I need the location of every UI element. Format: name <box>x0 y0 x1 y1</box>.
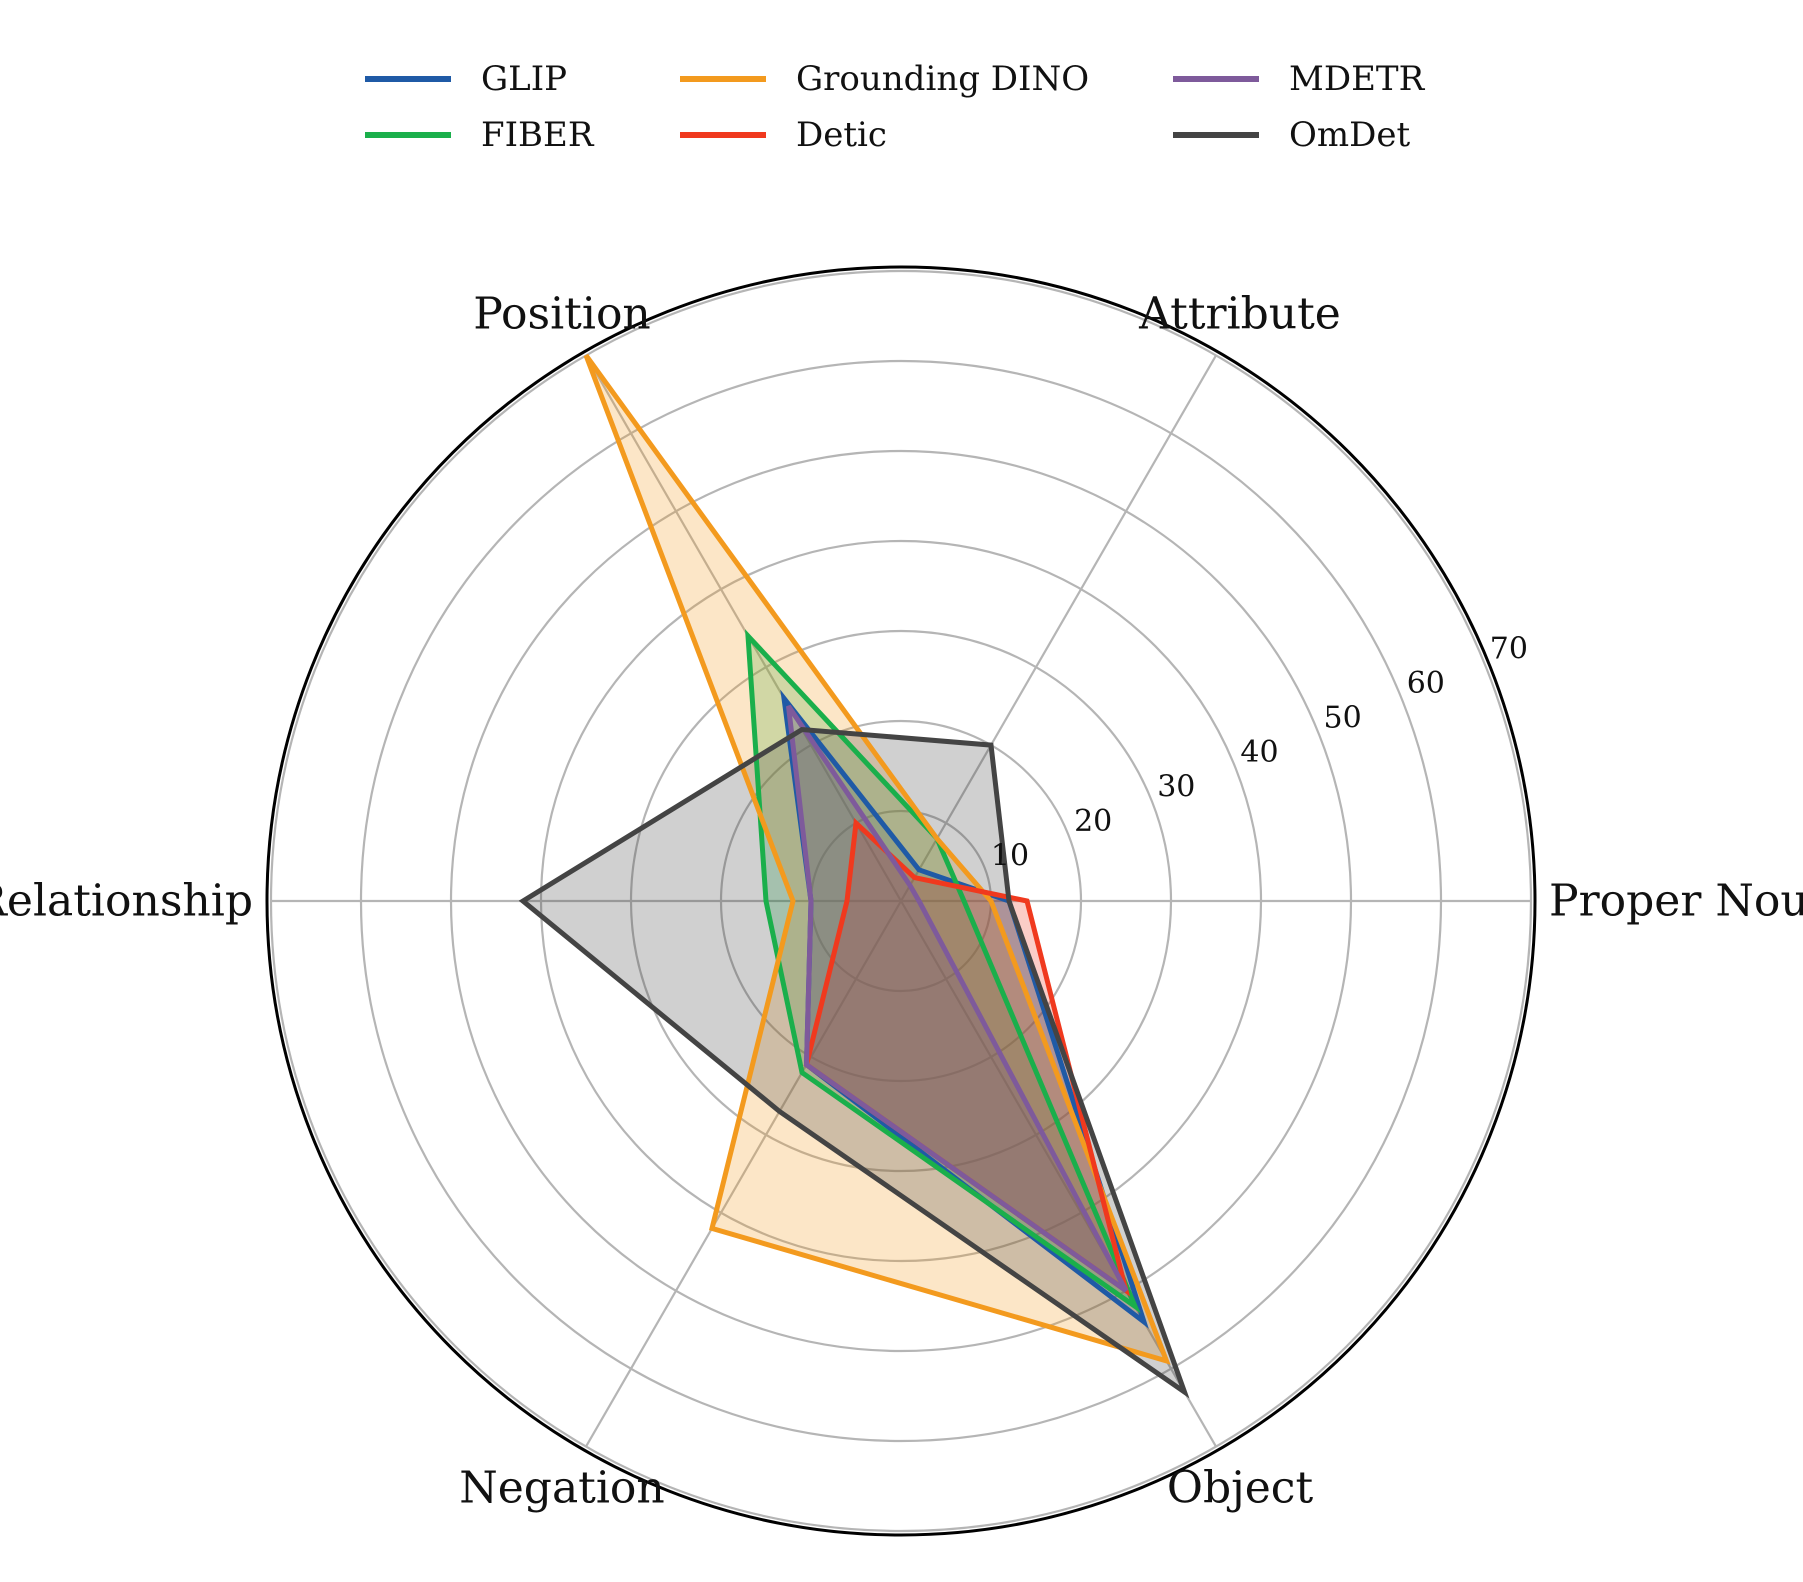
series-fill-fiber <box>748 636 1135 1307</box>
axis-label-proper-noun: Proper Noun <box>1549 876 1803 927</box>
series-fill-detic <box>806 823 1126 1291</box>
series-fill-mdetr <box>788 706 1126 1291</box>
spoke-negation <box>585 900 902 1448</box>
axis-label-object: Object <box>1167 1463 1314 1514</box>
tick-label-40: 40 <box>1240 735 1278 770</box>
legend: GLIP FIBER Grounding DINO Detic MDETR OmDet <box>365 59 1426 155</box>
tick-label-30: 30 <box>1157 770 1195 805</box>
radar-grid <box>265 265 1537 1537</box>
tick-label-10: 10 <box>991 838 1029 873</box>
series-line-omdet <box>518 726 1190 1399</box>
tick-label-20: 20 <box>1074 804 1112 839</box>
radial-tick-labels: 10 20 30 40 50 60 70 <box>991 632 1528 874</box>
series-line-mdetr <box>786 704 1129 1293</box>
tick-label-50: 50 <box>1324 701 1362 736</box>
legend-label-detic: Detic <box>796 115 887 155</box>
axis-labels: Proper Noun Attribute Position Relationship… <box>0 288 1803 1513</box>
radar-series <box>518 353 1190 1399</box>
series-fill-grounding-dino <box>586 355 1167 1361</box>
series-fill-glip <box>784 698 1144 1322</box>
tick-label-60: 60 <box>1407 666 1445 701</box>
axis-label-attribute: Attribute <box>1138 288 1341 339</box>
spoke-attribute <box>900 354 1217 902</box>
legend-label-grounding-dino: Grounding DINO <box>796 59 1089 99</box>
axis-label-negation: Negation <box>459 1463 665 1514</box>
outer-frame <box>265 265 1537 1537</box>
legend-label-glip: GLIP <box>481 59 567 99</box>
axis-label-relationship: Relationship <box>0 876 253 927</box>
series-line-grounding-dino <box>583 353 1171 1365</box>
spoke-position <box>585 354 902 902</box>
axis-label-position: Position <box>473 288 651 339</box>
legend-label-omdet: OmDet <box>1289 115 1410 155</box>
legend-label-mdetr: MDETR <box>1289 59 1426 99</box>
tick-label-70: 70 <box>1490 632 1528 667</box>
legend-label-fiber: FIBER <box>481 115 595 155</box>
